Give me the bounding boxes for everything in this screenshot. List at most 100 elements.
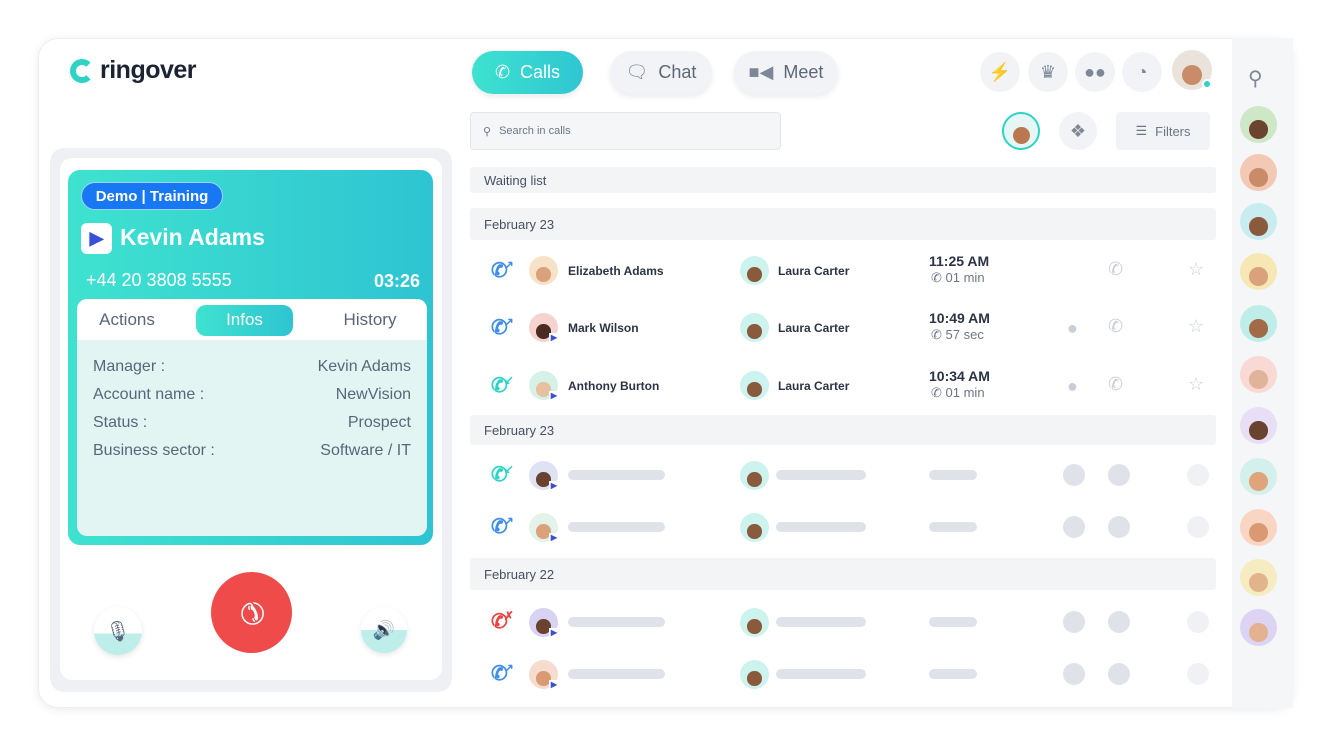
- contact-avatar[interactable]: [1240, 407, 1277, 444]
- phone-icon: ✆: [931, 327, 942, 342]
- duration-value: 01 min: [945, 270, 985, 285]
- contact-avatar[interactable]: [1240, 509, 1277, 546]
- loading-placeholder: [776, 617, 866, 627]
- filters-button[interactable]: ☰ Filters: [1116, 112, 1210, 150]
- date-header: February 22: [470, 558, 1216, 590]
- loading-placeholder: [1187, 663, 1209, 685]
- logo-text: ringover: [100, 56, 197, 84]
- contact-name[interactable]: Elizabeth Adams: [568, 264, 664, 278]
- info-value: NewVision: [335, 386, 411, 403]
- tab-infos[interactable]: Infos: [196, 304, 293, 336]
- duration-value: 01 min: [945, 385, 985, 400]
- loading-placeholder: [929, 669, 977, 679]
- dynamics-crm-icon: ▶: [549, 533, 559, 543]
- agent-filter-avatar[interactable]: [1002, 112, 1040, 150]
- outgoing-call-icon: ✆↗: [491, 661, 514, 685]
- info-label: Account name :: [93, 386, 205, 403]
- tab-label: Meet: [783, 62, 824, 82]
- call-back-icon[interactable]: ✆: [1108, 259, 1124, 279]
- contact-avatar[interactable]: [1240, 203, 1277, 240]
- tab-calls[interactable]: ✆ Calls: [472, 51, 583, 94]
- star-icon[interactable]: ☆: [1188, 374, 1205, 394]
- tab-actions[interactable]: Actions: [99, 310, 155, 329]
- outgoing-call-icon: ✆↗: [491, 315, 514, 339]
- info-row: Manager : Kevin Adams: [93, 358, 411, 386]
- call-back-icon[interactable]: ✆: [1108, 316, 1124, 336]
- loading-placeholder: [1108, 464, 1130, 486]
- avatar: [740, 513, 769, 542]
- duration-value: 57 sec: [945, 327, 984, 342]
- loading-placeholder: [568, 522, 665, 532]
- filters-label: Filters: [1155, 123, 1191, 139]
- loading-placeholder: [929, 470, 977, 480]
- contact-avatar[interactable]: [1240, 609, 1277, 646]
- star-icon[interactable]: ☆: [1188, 316, 1205, 336]
- dynamics-crm-icon: ▶: [549, 680, 559, 690]
- team-icon[interactable]: ●●: [1075, 52, 1115, 92]
- speaker-button[interactable]: 🔊: [361, 607, 407, 653]
- tab-chat[interactable]: 🗨 Chat: [610, 51, 712, 94]
- tab-label: Calls: [520, 62, 561, 82]
- contact-avatar[interactable]: [1240, 559, 1277, 596]
- contact-avatar[interactable]: [1240, 305, 1277, 342]
- search-icon: ⚲: [483, 125, 492, 138]
- info-label: Status :: [93, 414, 148, 431]
- incoming-call-icon: ✆↙: [491, 373, 514, 397]
- call-duration: ✆ 57 sec: [931, 327, 984, 343]
- search-icon[interactable]: ⚲: [1248, 68, 1263, 90]
- info-label: Business sector :: [93, 442, 215, 459]
- microphone-button[interactable]: 🎙: [94, 607, 142, 655]
- info-row: Account name : NewVision: [93, 386, 411, 414]
- crown-icon[interactable]: ♛: [1028, 52, 1068, 92]
- logo: ringover: [70, 56, 197, 85]
- lightning-icon[interactable]: ⚡: [980, 52, 1020, 92]
- contact-name[interactable]: Mark Wilson: [568, 321, 639, 335]
- loading-placeholder: [1063, 516, 1085, 538]
- phone-icon: ✆: [494, 62, 511, 82]
- loading-placeholder: [929, 522, 977, 532]
- tab-meet[interactable]: ■◀ Meet: [734, 51, 838, 94]
- outgoing-call-icon: ✆↗: [491, 258, 514, 282]
- call-tabs: Actions Infos History: [77, 299, 427, 341]
- date-header: February 23: [470, 208, 1216, 240]
- loading-placeholder: [1187, 464, 1209, 486]
- call-timer: 03:26: [374, 271, 421, 291]
- contact-avatar[interactable]: [1240, 154, 1277, 191]
- tag-icon[interactable]: ❖: [1059, 112, 1097, 150]
- filter-icon: ☰: [1135, 123, 1148, 138]
- contact-avatar[interactable]: [1240, 356, 1277, 393]
- missed-call-icon: ✆✗: [491, 609, 514, 633]
- call-duration: ✆ 01 min: [931, 385, 985, 401]
- tab-label: Chat: [658, 62, 697, 82]
- loading-placeholder: [1063, 663, 1085, 685]
- comment-icon[interactable]: ●: [1067, 318, 1078, 338]
- star-icon[interactable]: ☆: [1188, 259, 1205, 279]
- call-tag: Demo | Training: [81, 182, 223, 210]
- call-back-icon[interactable]: ✆: [1108, 374, 1124, 394]
- incoming-call-icon: ✆↙: [491, 462, 514, 486]
- comment-icon[interactable]: ●: [1067, 376, 1078, 396]
- call-duration: ✆ 01 min: [931, 270, 985, 286]
- online-status-dot: [1202, 79, 1212, 89]
- info-row: Status : Prospect: [93, 414, 411, 442]
- avatar: [529, 256, 558, 285]
- agent-name: Laura Carter: [778, 264, 850, 278]
- contact-avatar[interactable]: [1240, 106, 1277, 143]
- contact-avatar[interactable]: [1240, 253, 1277, 290]
- dynamics-crm-icon: ▶: [549, 391, 559, 401]
- loading-placeholder: [776, 669, 866, 679]
- info-value: Software / IT: [320, 442, 411, 459]
- pie-chart-icon[interactable]: ◔: [1122, 52, 1162, 92]
- avatar: [740, 371, 769, 400]
- date-header: February 23: [470, 415, 1216, 445]
- contact-avatar[interactable]: [1240, 458, 1277, 495]
- hangup-button[interactable]: ✆: [211, 572, 292, 653]
- contact-name[interactable]: Anthony Burton: [568, 379, 660, 393]
- avatar: [740, 660, 769, 689]
- avatar: [740, 461, 769, 490]
- avatar: [740, 608, 769, 637]
- tab-history[interactable]: History: [343, 310, 397, 329]
- search-input[interactable]: ⚲ Search in calls: [470, 112, 781, 150]
- microphone-icon: 🎙: [105, 620, 131, 643]
- dynamics-crm-icon: ▶: [81, 223, 112, 254]
